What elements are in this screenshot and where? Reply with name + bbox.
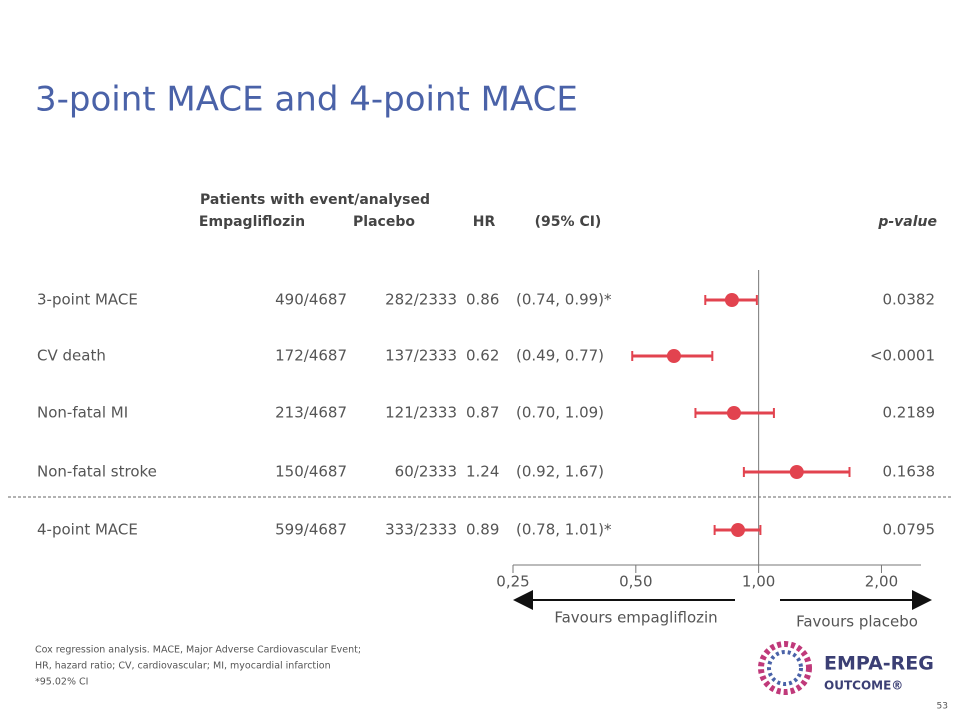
cell: 213/4687 xyxy=(275,404,347,422)
cell: (0.49, 0.77) xyxy=(516,347,604,365)
cell: 282/2333 xyxy=(385,291,457,309)
cell: 0.0382 xyxy=(883,291,936,309)
cell: 0.62 xyxy=(466,347,499,365)
cell: 1.24 xyxy=(466,463,499,481)
cell: 121/2333 xyxy=(385,404,457,422)
cell: 60/2333 xyxy=(395,463,457,481)
header-group: Patients with event/analysed xyxy=(200,192,430,208)
x-tick-label: 0,25 xyxy=(496,573,529,591)
cell: 599/4687 xyxy=(275,521,347,539)
cell: (0.70, 1.09) xyxy=(516,404,604,422)
hr-point xyxy=(726,406,741,420)
footnote: HR, hazard ratio; CV, cardiovascular; MI… xyxy=(35,661,331,672)
cell: <0.0001 xyxy=(870,347,935,365)
cell: (0.74, 0.99)* xyxy=(516,291,612,309)
logo-text: OUTCOME® xyxy=(824,679,903,693)
cell: 0.87 xyxy=(466,404,499,422)
cell: 0.1638 xyxy=(883,463,936,481)
x-tick-label: 1,00 xyxy=(742,573,775,591)
row-label: 4-point MACE xyxy=(37,521,138,539)
cell: 333/2333 xyxy=(385,521,457,539)
cell: 172/4687 xyxy=(275,347,347,365)
page-number: 53 xyxy=(937,702,948,712)
row-label: CV death xyxy=(37,347,106,365)
header: Placebo xyxy=(353,214,415,230)
cell: 0.0795 xyxy=(883,521,936,539)
row-label: Non-fatal stroke xyxy=(37,463,157,481)
hr-point xyxy=(724,293,739,307)
hr-point xyxy=(730,523,745,537)
cell: 0.86 xyxy=(466,291,499,309)
header: (95% CI) xyxy=(535,214,602,230)
cell: 0.2189 xyxy=(883,404,936,422)
logo-text: EMPA-REG xyxy=(824,653,934,675)
logo-ring xyxy=(758,641,812,695)
x-tick-label: 2,00 xyxy=(865,573,898,591)
footnote: Cox regression analysis. MACE, Major Adv… xyxy=(35,645,361,656)
footnote: *95.02% CI xyxy=(35,677,88,688)
hr-point xyxy=(789,465,804,479)
hr-point xyxy=(666,349,681,363)
cell: 150/4687 xyxy=(275,463,347,481)
cell: 137/2333 xyxy=(385,347,457,365)
header: HR xyxy=(473,214,496,230)
cell: 490/4687 xyxy=(275,291,347,309)
cell: 0.89 xyxy=(466,521,499,539)
cell: (0.92, 1.67) xyxy=(516,463,604,481)
row-label: 3-point MACE xyxy=(37,291,138,309)
header: Empagliflozin xyxy=(199,214,305,230)
row-label: Non-fatal MI xyxy=(37,404,128,422)
favours-right: Favours placebo xyxy=(796,613,918,631)
favours-left: Favours empagliflozin xyxy=(554,609,717,627)
x-tick-label: 0,50 xyxy=(619,573,652,591)
header: p-value xyxy=(877,214,937,230)
cell: (0.78, 1.01)* xyxy=(516,521,612,539)
title: 3-point MACE and 4-point MACE xyxy=(35,80,578,120)
